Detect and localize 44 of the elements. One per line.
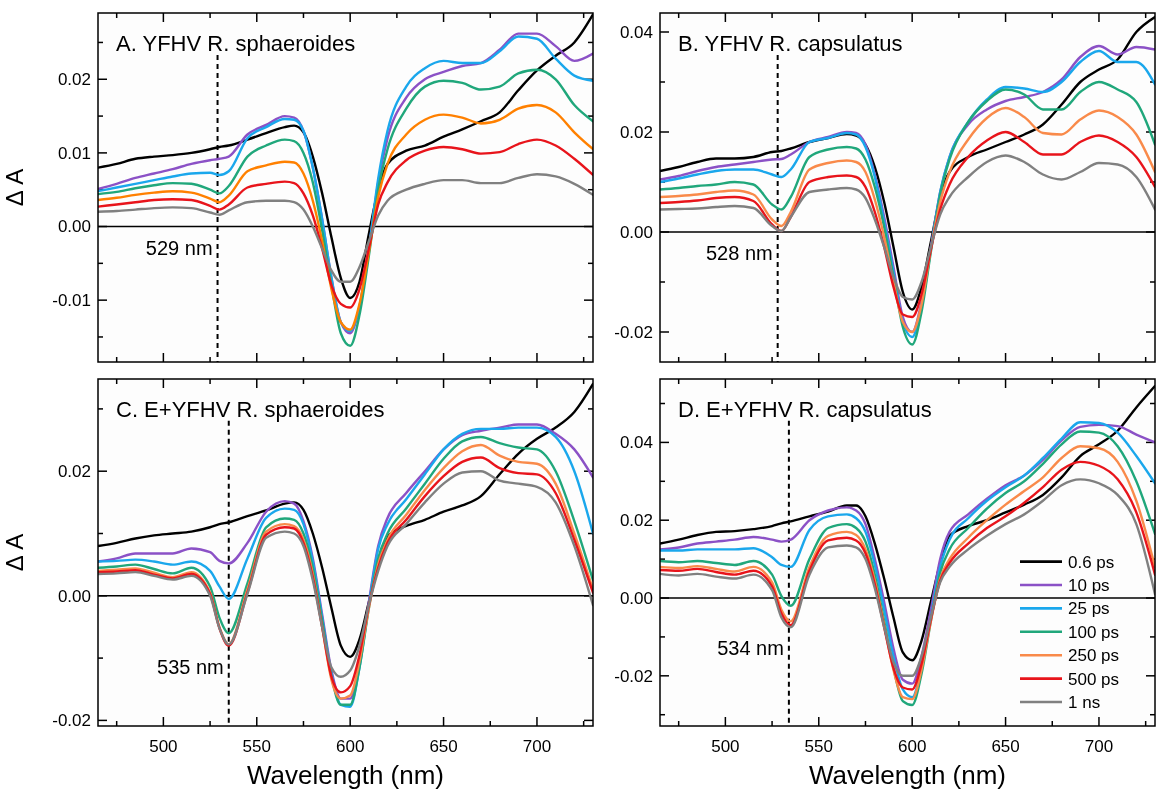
x-tick-label: 600 bbox=[335, 737, 365, 756]
x-tick-label: 650 bbox=[991, 737, 1020, 756]
y-tick-label: 0.00 bbox=[619, 588, 653, 608]
y-tick-label: 0.01 bbox=[57, 143, 91, 163]
ref-line-label: 528 nm bbox=[705, 242, 773, 264]
x-tick-label: 550 bbox=[804, 737, 833, 756]
y-tick-label: 0.02 bbox=[619, 511, 653, 531]
x-tick-label: 550 bbox=[242, 737, 271, 756]
y-tick-label: 0.04 bbox=[619, 22, 653, 42]
x-tick-label: 600 bbox=[897, 737, 927, 756]
x-tick-label: 500 bbox=[711, 737, 740, 756]
y-tick-label: 0.04 bbox=[619, 433, 653, 453]
y-tick-label: 0.02 bbox=[57, 462, 91, 482]
legend-label: 100 ps bbox=[1068, 622, 1120, 642]
legend-label: 500 ps bbox=[1068, 669, 1120, 689]
text: A. YFHV R. sphaeroides bbox=[116, 31, 356, 56]
y-tick-label: 0.00 bbox=[619, 222, 653, 242]
legend-label: 25 ps bbox=[1068, 599, 1110, 619]
legend-label: 1 ns bbox=[1068, 692, 1101, 712]
y-tick-label: 0.02 bbox=[57, 70, 91, 90]
x-tick-label: 650 bbox=[429, 737, 458, 756]
ref-line-label: 534 nm bbox=[717, 637, 784, 660]
ref-line-label: 535 nm bbox=[157, 655, 224, 678]
y-axis-title: Δ A bbox=[1, 533, 28, 572]
y-axis-title: Δ A bbox=[1, 168, 28, 207]
legend-label: 0.6 ps bbox=[1068, 552, 1115, 572]
text: D. E+YFHV R. capsulatus bbox=[678, 397, 932, 422]
y-tick-label: -0.02 bbox=[52, 711, 91, 731]
legend-label: 10 ps bbox=[1068, 575, 1110, 595]
y-tick-label: -0.01 bbox=[52, 291, 91, 311]
x-axis-title: Wavelength (nm) bbox=[809, 760, 1006, 790]
y-tick-label: -0.02 bbox=[614, 666, 653, 686]
ref-line-label: 529 nm bbox=[145, 236, 213, 259]
y-tick-label: 0.02 bbox=[619, 122, 653, 142]
text: B. YFHV R. capsulatus bbox=[678, 31, 903, 56]
x-tick-label: 500 bbox=[149, 737, 178, 756]
y-tick-label: 0.00 bbox=[57, 217, 91, 237]
x-axis-title: Wavelength (nm) bbox=[247, 760, 444, 790]
text: C. E+YFHV R. sphaeroides bbox=[116, 397, 385, 422]
legend-label: 250 ps bbox=[1068, 646, 1120, 666]
x-tick-label: 700 bbox=[1084, 737, 1114, 756]
y-tick-label: 0.00 bbox=[57, 586, 91, 606]
x-tick-label: 700 bbox=[522, 737, 552, 756]
y-tick-label: -0.02 bbox=[614, 322, 653, 342]
